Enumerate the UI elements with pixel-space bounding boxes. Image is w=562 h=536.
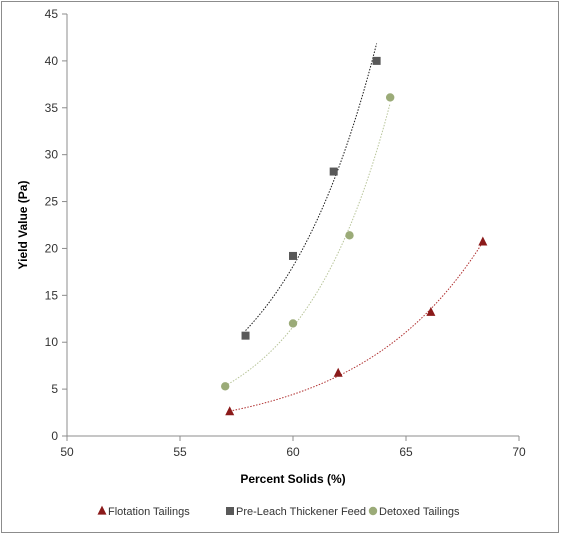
x-tick-label: 55 — [173, 445, 187, 459]
legend-marker-circle — [368, 506, 378, 516]
y-tick-label: 40 — [45, 54, 59, 68]
data-points — [221, 56, 488, 416]
trendline-triangle — [229, 241, 484, 412]
axes — [66, 14, 519, 437]
y-tick-label: 5 — [51, 382, 58, 396]
legend-label: Pre-Leach Thickener Feed — [236, 506, 366, 518]
data-point-circle — [221, 382, 230, 391]
data-point-square — [329, 167, 338, 176]
x-tick-label: 60 — [286, 445, 300, 459]
data-point-circle — [345, 231, 354, 240]
data-point-triangle — [426, 306, 436, 316]
y-tick-label: 25 — [45, 195, 59, 209]
legend: Flotation Tailings Pre-Leach Thickener Fe… — [97, 505, 460, 518]
y-tick-label: 10 — [45, 335, 59, 349]
x-tick-label: 50 — [60, 445, 74, 459]
x-tick-label: 65 — [399, 445, 413, 459]
legend-label: Flotation Tailings — [108, 506, 190, 518]
data-point-square — [289, 251, 297, 260]
legend-marker-square — [226, 507, 234, 515]
y-axis-ticks: 0 5 10 15 20 25 30 35 40 45 — [45, 7, 67, 443]
data-point-triangle — [225, 406, 235, 416]
legend-marker-triangle — [97, 505, 107, 515]
data-point-circle — [385, 93, 395, 102]
x-axis-title: Percent Solids (%) — [240, 472, 345, 486]
trendline-square — [245, 43, 378, 331]
y-tick-label: 20 — [45, 241, 59, 255]
data-point-triangle — [478, 236, 488, 246]
trendline-circle — [224, 103, 391, 387]
y-tick-label: 35 — [45, 101, 59, 115]
y-tick-label: 15 — [45, 288, 59, 302]
x-axis-ticks: 50 55 60 65 70 — [60, 436, 526, 459]
data-point-triangle — [333, 367, 343, 377]
legend-label: Detoxed Tailings — [379, 506, 460, 518]
data-point-circle — [288, 319, 298, 328]
x-tick-label: 70 — [512, 445, 526, 459]
trendlines — [224, 43, 484, 412]
y-tick-label: 0 — [51, 429, 58, 443]
y-tick-label: 30 — [45, 148, 59, 162]
data-point-square — [241, 331, 250, 340]
data-point-square — [372, 56, 381, 65]
y-tick-label: 45 — [45, 7, 59, 21]
y-axis-title: Yield Value (Pa) — [16, 181, 30, 270]
